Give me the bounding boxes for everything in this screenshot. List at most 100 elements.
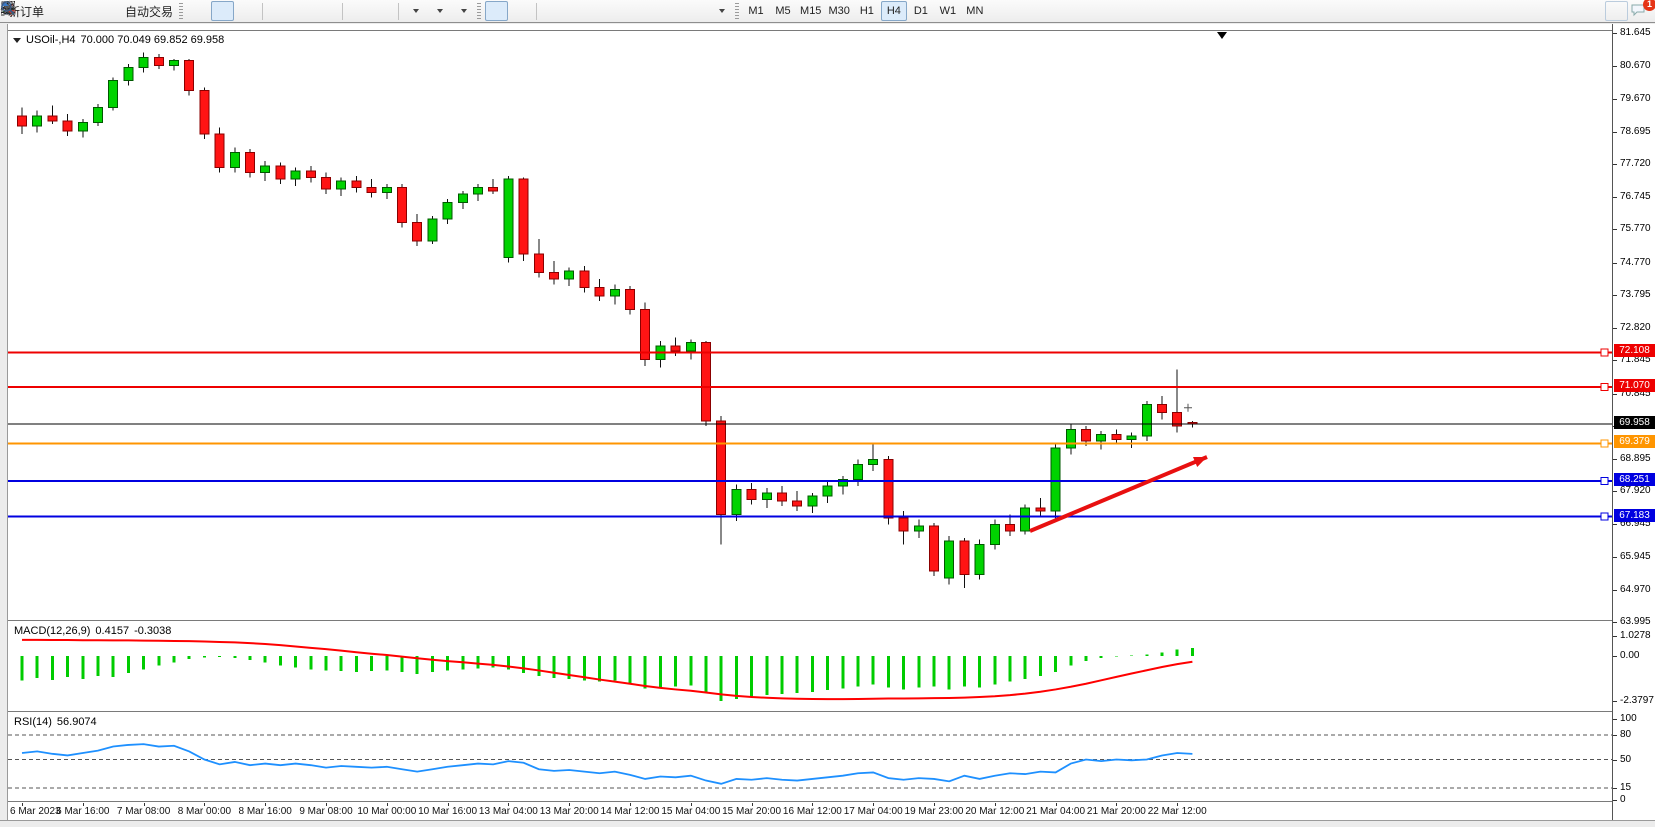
line-end-handle[interactable] xyxy=(1600,439,1609,448)
timeframe-button-m1[interactable]: M1 xyxy=(748,5,764,17)
timeframe-button-w1[interactable]: W1 xyxy=(939,5,957,17)
new-order-button[interactable]: 新订单 xyxy=(3,1,49,21)
time-tick xyxy=(447,803,449,806)
text-button[interactable]: A xyxy=(4,1,684,21)
level-price-label: 72.108 xyxy=(1614,344,1655,358)
axis-tick xyxy=(1613,65,1617,67)
toolbar-gripper xyxy=(477,3,482,19)
time-label: 6 Mar 2023 xyxy=(10,806,61,817)
macd-axis-label: -2.3797 xyxy=(1620,695,1654,707)
price-tick-label: 71.845 xyxy=(1620,354,1651,366)
candle-body xyxy=(822,485,833,497)
periods-button[interactable] xyxy=(1,1,450,21)
main-chart-pane[interactable]: USOil-,H4 70.000 70.049 69.852 69.958 xyxy=(8,30,1612,621)
candle-body xyxy=(138,56,149,68)
chart-shift-marker[interactable] xyxy=(1217,32,1227,39)
candle-body xyxy=(837,478,848,487)
arrows-button[interactable] xyxy=(1,1,732,21)
plus-marker xyxy=(1184,403,1192,412)
candle-body xyxy=(792,500,803,507)
line-end-handle[interactable] xyxy=(1600,383,1609,392)
time-label: 13 Mar 04:00 xyxy=(478,806,538,817)
indicators-button[interactable] xyxy=(1,1,426,21)
candle-body xyxy=(1035,507,1046,512)
axis-tick xyxy=(1613,131,1617,133)
timeframe-button-h1[interactable]: H1 xyxy=(859,5,874,17)
candle-body xyxy=(47,115,58,122)
line-end-handle[interactable] xyxy=(1600,348,1609,357)
auto-trading-button[interactable]: 自动交易 xyxy=(1,1,176,21)
axis-tick xyxy=(1613,523,1617,525)
timeframe-button-m15[interactable]: M15 xyxy=(800,5,822,17)
line-end-handle[interactable] xyxy=(1600,477,1609,486)
candle-body xyxy=(169,60,179,67)
candle-body xyxy=(1096,433,1107,442)
time-label: 6 Mar 16:00 xyxy=(56,806,110,817)
zoom-out-button[interactable] xyxy=(1,1,314,21)
line-end-handle[interactable] xyxy=(1600,512,1609,521)
macd-pane[interactable]: MACD(12,26,9) 0.4157 -0.3038 xyxy=(8,622,1612,712)
gold-diamond-button[interactable] xyxy=(1,1,73,21)
line-chart-button[interactable] xyxy=(1,1,258,21)
axis-tick xyxy=(1613,787,1617,789)
timeframe-button-mn[interactable]: MN xyxy=(966,5,984,17)
time-tick xyxy=(873,803,875,806)
fibonacci-button[interactable]: F xyxy=(1,1,660,21)
timeframe-button-m5[interactable]: M5 xyxy=(775,5,791,17)
crosshair-button[interactable] xyxy=(1,1,532,21)
axis-tick xyxy=(1613,491,1617,493)
auto-scroll-button[interactable] xyxy=(2,1,370,21)
tile-windows-button[interactable] xyxy=(1,1,338,21)
candlestick-chart xyxy=(8,32,1612,588)
chart-dropdown-icon[interactable] xyxy=(13,37,21,43)
search-button[interactable] xyxy=(1,1,1628,21)
candle-body xyxy=(245,151,255,173)
time-tick xyxy=(508,803,510,806)
candle-body xyxy=(381,186,392,193)
time-tick xyxy=(751,803,753,806)
terminal-button[interactable] xyxy=(1,1,97,21)
candle-body xyxy=(533,253,544,274)
templates-button[interactable] xyxy=(1,1,474,21)
price-axis[interactable]: 81.645 80.670 79.670 78.695 77.720 76.745 75.7… xyxy=(1612,24,1655,820)
time-label: 8 Mar 16:00 xyxy=(238,806,292,817)
time-axis[interactable]: 6 Mar 2023 6 Mar 16:00 7 Mar 08:00 8 Mar 00… xyxy=(8,803,1612,820)
candle-body xyxy=(944,540,955,579)
notifications-button[interactable]: 1 xyxy=(1629,0,1655,21)
cursor-button[interactable] xyxy=(5,1,509,21)
timeframe-button-d1[interactable]: D1 xyxy=(913,5,928,17)
trend-arrow[interactable] xyxy=(1029,455,1208,533)
candle-body xyxy=(929,525,939,572)
candlestick-chart-button[interactable] xyxy=(3,1,235,21)
candle-body xyxy=(260,165,271,173)
rsi-pane[interactable]: RSI(14) 56.9074 xyxy=(8,713,1612,802)
time-label: 7 Mar 08:00 xyxy=(116,806,171,817)
channel-button[interactable]: E xyxy=(0,0,636,21)
candle-body xyxy=(123,66,134,82)
level-price-label: 68.251 xyxy=(1614,473,1655,487)
candle-body xyxy=(807,495,818,507)
time-tick xyxy=(1116,803,1118,806)
zoom-in-button[interactable] xyxy=(1,1,290,21)
axis-tick xyxy=(1613,735,1617,737)
text-label-button[interactable]: T xyxy=(1,1,708,21)
chart-shift-button[interactable] xyxy=(2,1,394,21)
vertical-line-button[interactable] xyxy=(7,1,564,21)
horizontal-line-button[interactable] xyxy=(1,1,588,21)
timeframe-button-m30[interactable]: M30 xyxy=(828,5,850,17)
axis-tick xyxy=(1613,458,1617,460)
axis-tick xyxy=(1613,719,1617,720)
bar-chart-button[interactable] xyxy=(3,1,210,21)
rsi-axis-label: 0 xyxy=(1620,794,1626,805)
timeframe-button-h4[interactable]: H4 xyxy=(880,1,907,21)
axis-tick xyxy=(1613,393,1617,395)
metaviewer-button[interactable] xyxy=(1,1,121,21)
dropdown-arrow-icon xyxy=(413,9,420,13)
candle-body xyxy=(1172,412,1183,427)
candle-body xyxy=(427,218,438,242)
candle-body xyxy=(1005,523,1015,532)
trendline-button[interactable] xyxy=(1,1,612,21)
toolbar-gripper xyxy=(735,3,740,19)
candle-body xyxy=(670,345,681,352)
time-label: 21 Mar 20:00 xyxy=(1086,806,1146,817)
